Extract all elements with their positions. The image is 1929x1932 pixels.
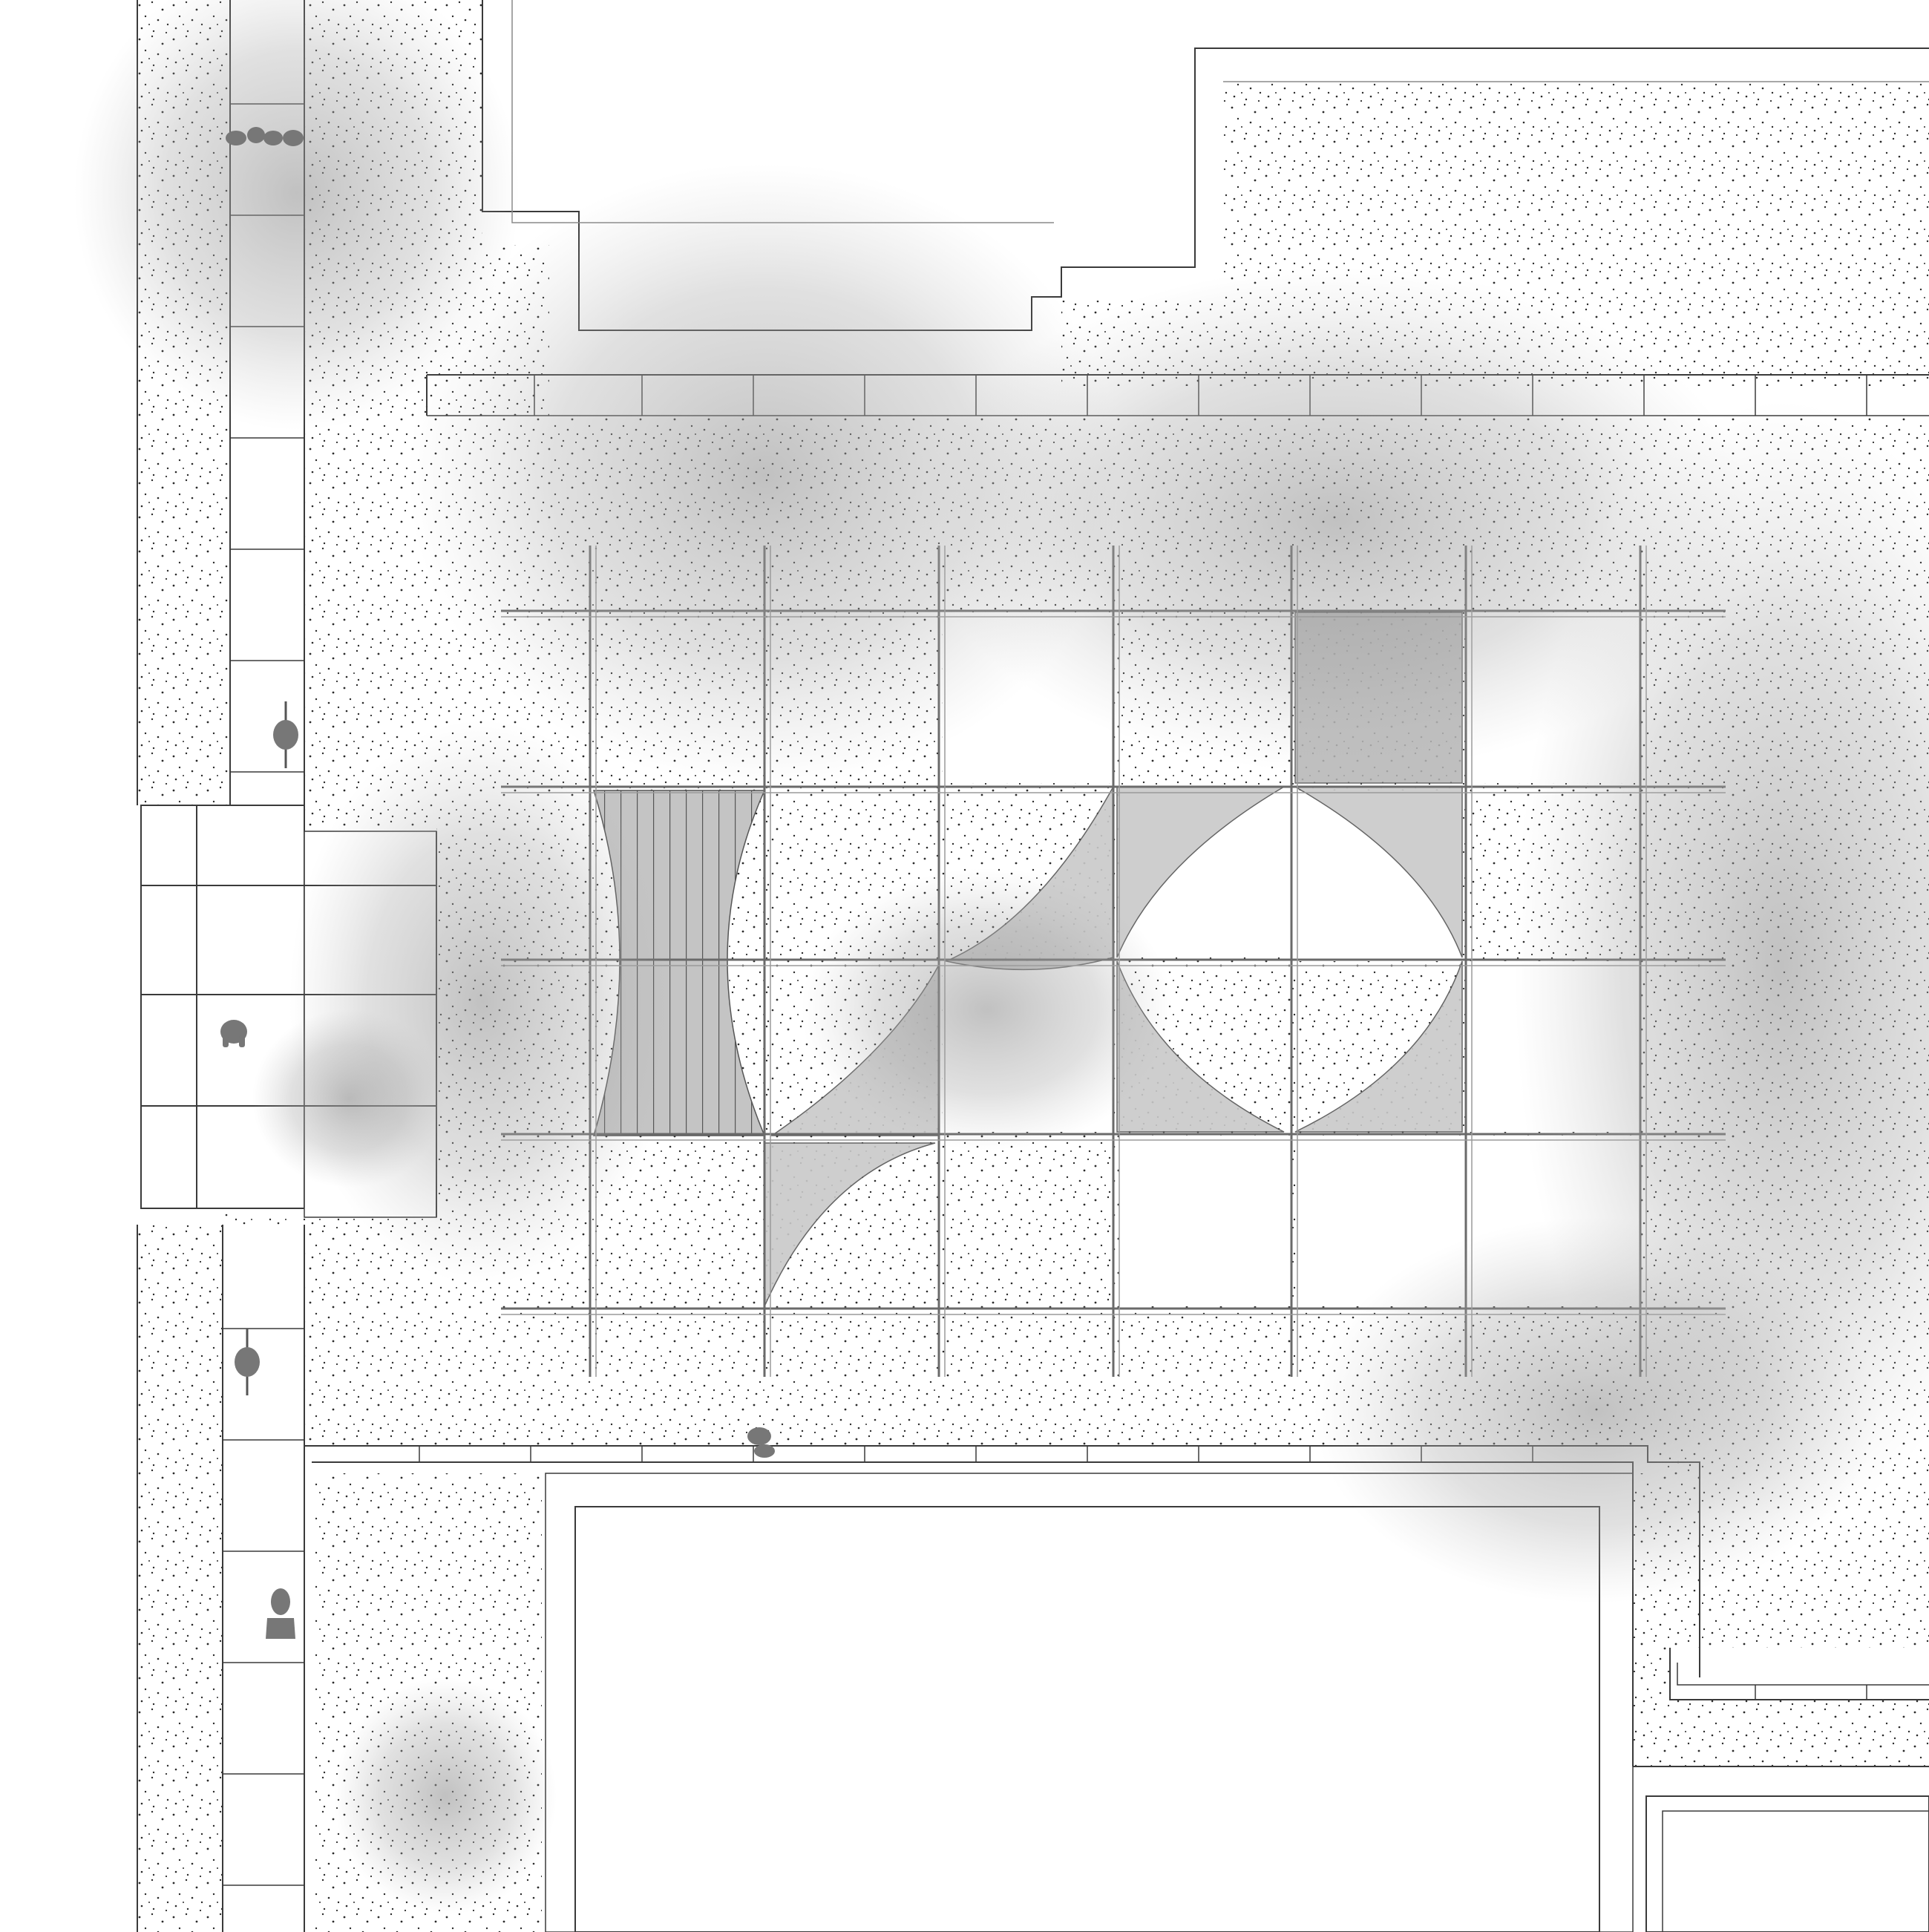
tree-canopies: [74, 0, 1929, 1915]
left-verge-bottom: [137, 1225, 223, 1932]
southeast-building-outline: [1669, 1648, 1929, 1700]
cyclists: [235, 701, 298, 1395]
person-seated: [266, 1588, 295, 1639]
cyclist-south: [235, 1329, 260, 1395]
cyclist-north: [273, 701, 298, 768]
figure-group-top: [226, 127, 304, 146]
people-figures: [220, 127, 775, 1639]
sail-diamond-right: [1293, 786, 1463, 958]
sail-lower-tri: [764, 1142, 936, 1307]
sail-low-right: [1294, 960, 1463, 1133]
southwest-courtyard: [574, 1506, 1600, 1932]
person-plaza: [220, 1020, 247, 1047]
person-curb: [747, 1427, 775, 1458]
